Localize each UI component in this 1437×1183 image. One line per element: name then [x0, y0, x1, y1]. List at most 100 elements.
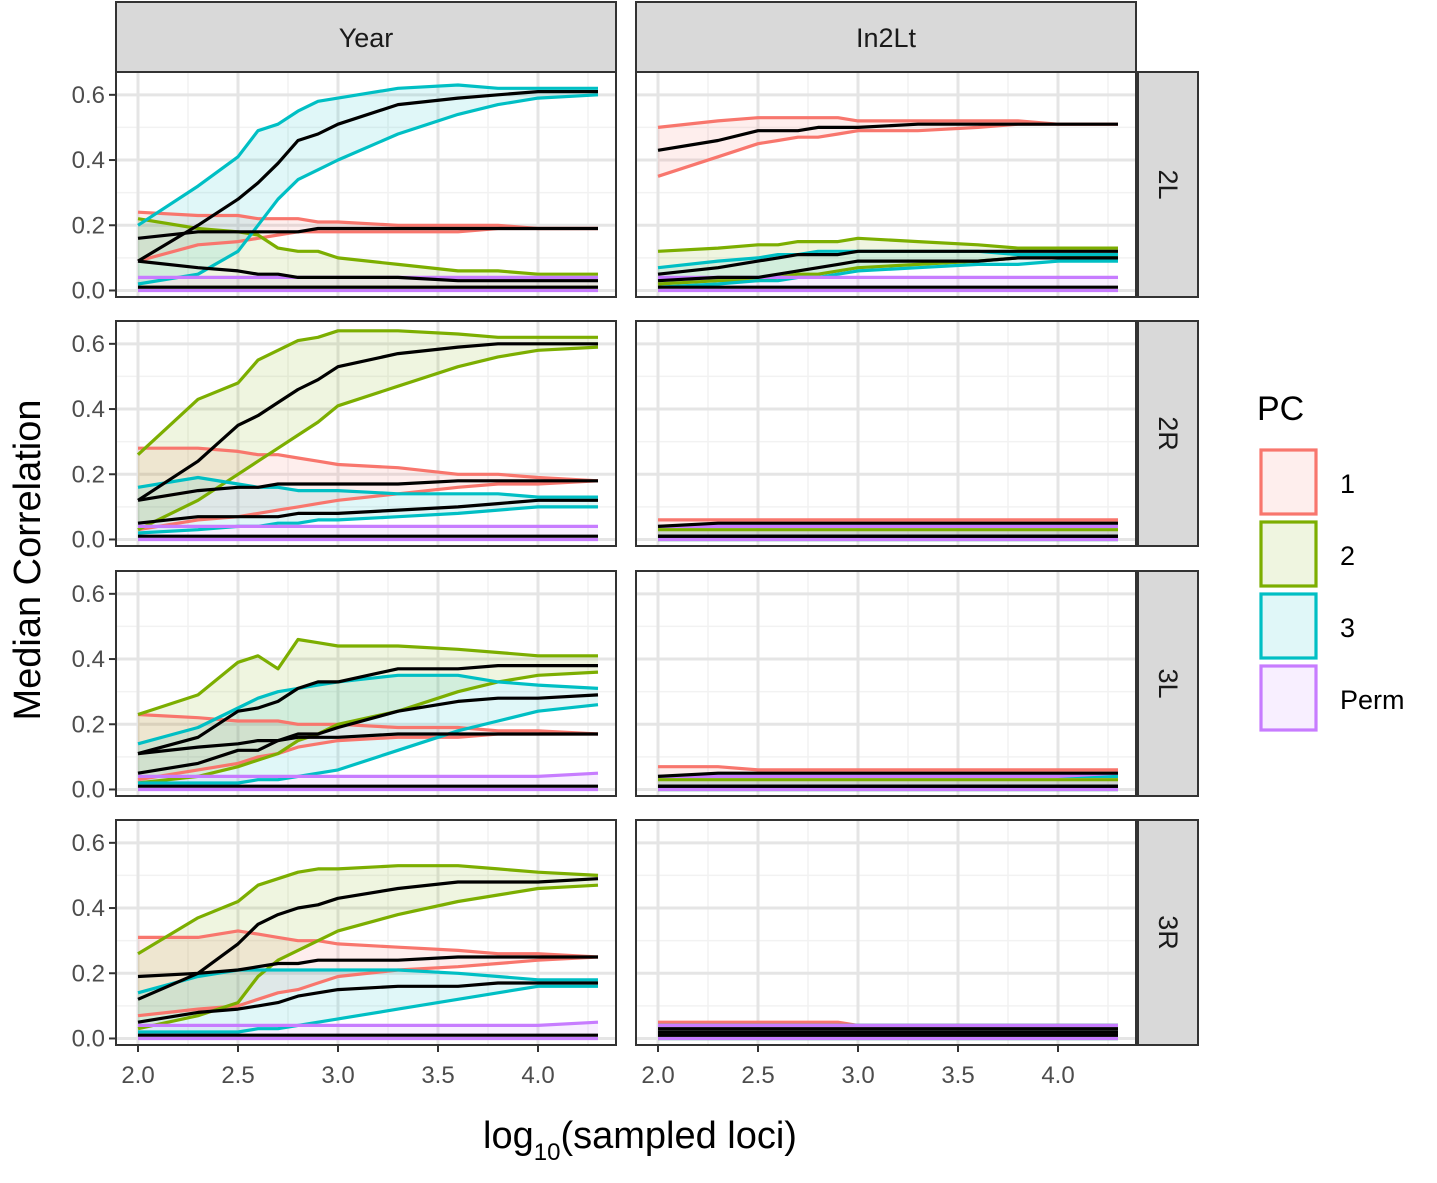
y-tick-label: 0.6: [72, 82, 105, 109]
panel-3R-In2Lt: [635, 819, 1137, 1046]
ribbon-pc-1: [138, 212, 598, 262]
y-tick-label: 0.0: [72, 277, 105, 304]
panel-border: [115, 819, 617, 1046]
panel-data: [657, 765, 1119, 792]
legend-title: PC: [1257, 390, 1304, 428]
panel-background: [636, 820, 1136, 1045]
legend-key-swatch: [1259, 592, 1318, 660]
y-tick-label: 0.0: [72, 526, 105, 553]
panel-border: [635, 320, 1137, 547]
upper-line-pc-Perm: [658, 771, 1119, 779]
median-line-pc-2: [137, 259, 598, 283]
median-line-pc-1: [137, 479, 598, 502]
lower-line-pc-3: [138, 984, 598, 1034]
x-tick-label: 2.5: [221, 1062, 254, 1089]
upper-line-pc-1: [657, 116, 1118, 129]
lower-line-pc-3: [657, 259, 1118, 289]
panel-border: [115, 570, 617, 797]
y-tick-label: 0.4: [72, 895, 105, 922]
row-strip-3L: [1137, 570, 1199, 797]
axes-layer: 0.0 0.2 0.4 0.6 0.0 0.2 0.4 0.6 0.0 0.2 0.4 0.6 0.0 0…: [72, 82, 1075, 1089]
legend-item-3: 3: [1259, 592, 1355, 660]
ribbon-pc-2: [138, 218, 598, 288]
median-line-pc-1: [657, 771, 1118, 778]
upper-line-pc-Perm: [138, 1020, 599, 1028]
y-tick-label: 0.2: [72, 960, 105, 987]
panel-data: [137, 637, 599, 792]
x-tick-label: 3.5: [421, 1062, 454, 1089]
panel-border: [635, 570, 1137, 797]
panel-data: [657, 518, 1118, 542]
y-tick-label: 0.2: [72, 461, 105, 488]
ribbon-pc-2: [138, 865, 598, 1029]
row-strip-2R: [1137, 320, 1199, 547]
y-tick-label: 0.6: [72, 830, 105, 857]
panel-2L-Year: [115, 71, 617, 298]
row-strip-3R: [1137, 819, 1199, 1046]
panel-data: [137, 864, 599, 1041]
lower-line-pc-2: [137, 345, 599, 532]
upper-line-pc-2: [136, 329, 598, 456]
ribbon-pc-3: [138, 477, 598, 533]
panels-layer: [115, 71, 1137, 1046]
x-axis-title-rest: (sampled loci): [560, 1115, 797, 1157]
lower-line-pc-2: [137, 883, 599, 1031]
median-line-pc-2: [137, 877, 599, 1001]
x-axis-title: log10(sampled loci): [483, 1115, 797, 1166]
x-tick-label: 2.0: [641, 1062, 674, 1089]
upper-line-pc-Perm: [138, 771, 599, 779]
column-strip-In2Lt: [635, 1, 1137, 73]
y-tick-label: 0.6: [72, 331, 105, 358]
row-strip-label: 2L: [1153, 169, 1183, 199]
legend-key-background: [1260, 521, 1317, 587]
upper-line-pc-3: [137, 475, 598, 499]
y-axis-title: Median Correlation: [7, 399, 49, 720]
median-line-pc-2: [657, 249, 1118, 276]
panel-border: [635, 819, 1137, 1046]
legend-label: Perm: [1340, 685, 1405, 715]
panel-data: [658, 1020, 1118, 1041]
legend-key-background: [1260, 665, 1317, 731]
y-tick-label: 0.0: [72, 776, 105, 803]
y-tick-label: 0.4: [72, 646, 105, 673]
ribbon-pc-1: [138, 448, 598, 530]
y-tick-label: 0.2: [72, 711, 105, 738]
median-line-pc-3: [657, 256, 1118, 283]
strips-layer: Year In2Lt 2L 2R 3L 3R: [115, 1, 1199, 1046]
upper-line-pc-2: [137, 637, 598, 717]
upper-line-pc-1: [137, 712, 599, 736]
panel-3L-Year: [115, 570, 617, 797]
median-line-pc-1: [137, 226, 598, 240]
median-line-pc-3: [137, 663, 598, 756]
x-tick-label: 3.5: [941, 1062, 974, 1089]
y-tick-label: 0.4: [72, 396, 105, 423]
legend-key-swatch: [1259, 448, 1318, 516]
x-tick-label: 3.0: [841, 1062, 874, 1089]
upper-line-pc-3: [137, 673, 599, 746]
upper-line-pc-2: [137, 864, 599, 956]
legend: PC 1 2 3 Perm: [1257, 390, 1405, 732]
y-tick-label: 0.2: [72, 212, 105, 239]
ribbon-pc-2: [138, 639, 598, 783]
row-strip-2L: [1137, 71, 1199, 298]
ribbon-pc-1: [138, 930, 598, 1016]
upper-line-pc-1: [658, 765, 1118, 772]
upper-line-pc-1: [137, 210, 598, 231]
panel-background: [636, 571, 1136, 796]
legend-label: 1: [1340, 469, 1355, 499]
median-line-pc-3: [137, 498, 598, 525]
panel-data: [137, 83, 599, 293]
x-tick-label: 2.0: [121, 1062, 154, 1089]
median-line-pc-2: [137, 342, 598, 502]
ribbon-pc-2: [138, 330, 598, 530]
y-tick-label: 0.6: [72, 581, 105, 608]
panel-background: [636, 321, 1136, 546]
legend-key-swatch: [1259, 664, 1318, 732]
x-tick-label: 4.0: [1041, 1062, 1074, 1089]
panel-2R-Year: [115, 320, 617, 547]
y-tick-label: 0.4: [72, 147, 105, 174]
panel-border: [115, 320, 617, 547]
panel-3L-In2Lt: [635, 570, 1137, 797]
median-line-pc-3: [137, 981, 598, 1024]
